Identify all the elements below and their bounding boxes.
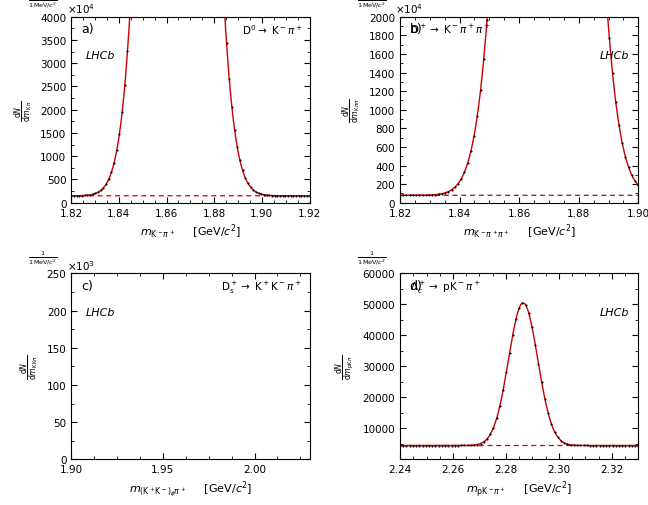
Text: LHCb: LHCb bbox=[599, 308, 629, 317]
Text: $\times10^{4}$: $\times10^{4}$ bbox=[395, 2, 423, 16]
Text: $\Lambda_c^+ \rightarrow$ pK$^-\pi^+$: $\Lambda_c^+ \rightarrow$ pK$^-\pi^+$ bbox=[410, 279, 480, 295]
Text: D$^0 \rightarrow$ K$^-\pi^+$: D$^0 \rightarrow$ K$^-\pi^+$ bbox=[242, 23, 303, 37]
Text: LHCb: LHCb bbox=[86, 308, 115, 317]
Y-axis label: $\frac{\mathrm{d}N}{\mathrm{d}m_{\mathrm{pK}\pi}}$: $\frac{\mathrm{d}N}{\mathrm{d}m_{\mathrm… bbox=[333, 354, 357, 379]
Text: $\frac{1}{1\,\mathrm{MeV}/c^2}$: $\frac{1}{1\,\mathrm{MeV}/c^2}$ bbox=[29, 248, 58, 267]
Text: $\frac{1}{1\,\mathrm{MeV}/c^2}$: $\frac{1}{1\,\mathrm{MeV}/c^2}$ bbox=[357, 0, 387, 10]
Text: $\times10^{3}$: $\times10^{3}$ bbox=[67, 258, 95, 272]
Text: c): c) bbox=[81, 279, 93, 292]
Text: b): b) bbox=[410, 23, 422, 36]
Text: a): a) bbox=[81, 23, 93, 36]
Y-axis label: $\frac{\mathrm{d}N}{\mathrm{d}m_{\mathrm{K}\pi\pi}}$: $\frac{\mathrm{d}N}{\mathrm{d}m_{\mathrm… bbox=[341, 98, 364, 123]
Y-axis label: $\frac{\mathrm{d}N}{\mathrm{d}m_{\mathrm{KK}\pi}}$: $\frac{\mathrm{d}N}{\mathrm{d}m_{\mathrm… bbox=[18, 354, 41, 379]
Text: $\frac{1}{1\,\mathrm{MeV}/c^2}$: $\frac{1}{1\,\mathrm{MeV}/c^2}$ bbox=[357, 248, 387, 267]
X-axis label: $m_{(\mathrm{K}^+\mathrm{K}^-)_{\phi}\pi^+}$     [GeV/$c^2$]: $m_{(\mathrm{K}^+\mathrm{K}^-)_{\phi}\pi… bbox=[129, 479, 252, 499]
Text: d): d) bbox=[410, 279, 422, 292]
Y-axis label: $\frac{\mathrm{d}N}{\mathrm{d}m_{\mathrm{K}\pi}}$: $\frac{\mathrm{d}N}{\mathrm{d}m_{\mathrm… bbox=[12, 99, 34, 121]
X-axis label: $m_{\mathrm{pK}^-\pi^+}$     [GeV/$c^2$]: $m_{\mathrm{pK}^-\pi^+}$ [GeV/$c^2$] bbox=[466, 479, 572, 499]
Text: D$_s^+ \rightarrow$ K$^+$K$^-\pi^+$: D$_s^+ \rightarrow$ K$^+$K$^-\pi^+$ bbox=[221, 279, 303, 295]
Text: $\frac{1}{1\,\mathrm{MeV}/c^2}$: $\frac{1}{1\,\mathrm{MeV}/c^2}$ bbox=[29, 0, 58, 10]
Text: D$^+ \rightarrow$ K$^-\pi^+\pi^+$: D$^+ \rightarrow$ K$^-\pi^+\pi^+$ bbox=[410, 23, 491, 36]
Text: $\times10^{4}$: $\times10^{4}$ bbox=[67, 2, 95, 16]
Text: LHCb: LHCb bbox=[599, 51, 629, 61]
X-axis label: $m_{\mathrm{K}^-\pi^+}$     [GeV/$c^2$]: $m_{\mathrm{K}^-\pi^+}$ [GeV/$c^2$] bbox=[140, 222, 241, 241]
X-axis label: $m_{\mathrm{K}^-\pi^+\pi^+}$     [GeV/$c^2$]: $m_{\mathrm{K}^-\pi^+\pi^+}$ [GeV/$c^2$] bbox=[463, 222, 576, 241]
Text: LHCb: LHCb bbox=[86, 51, 115, 61]
